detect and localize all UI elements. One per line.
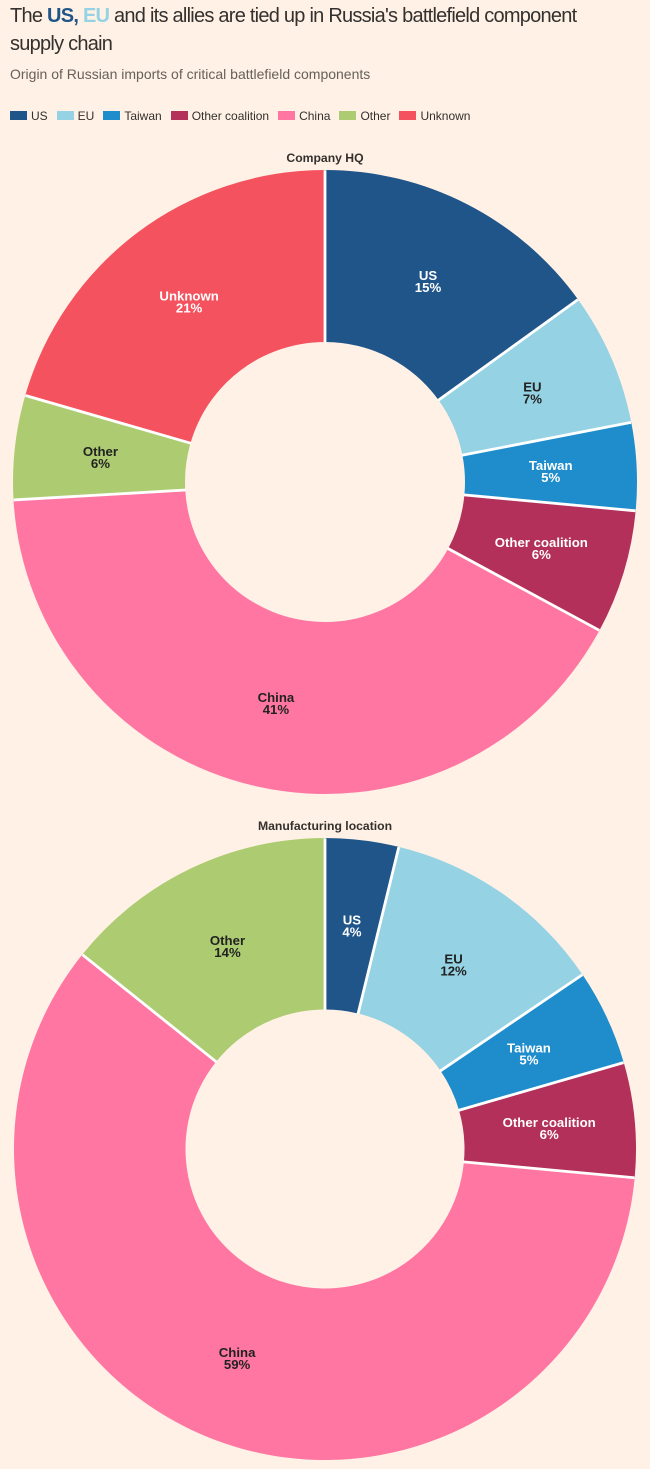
svg-text:US4%: US 4% bbox=[342, 913, 361, 940]
svg-text:EU7%: EU 7% bbox=[523, 380, 542, 407]
